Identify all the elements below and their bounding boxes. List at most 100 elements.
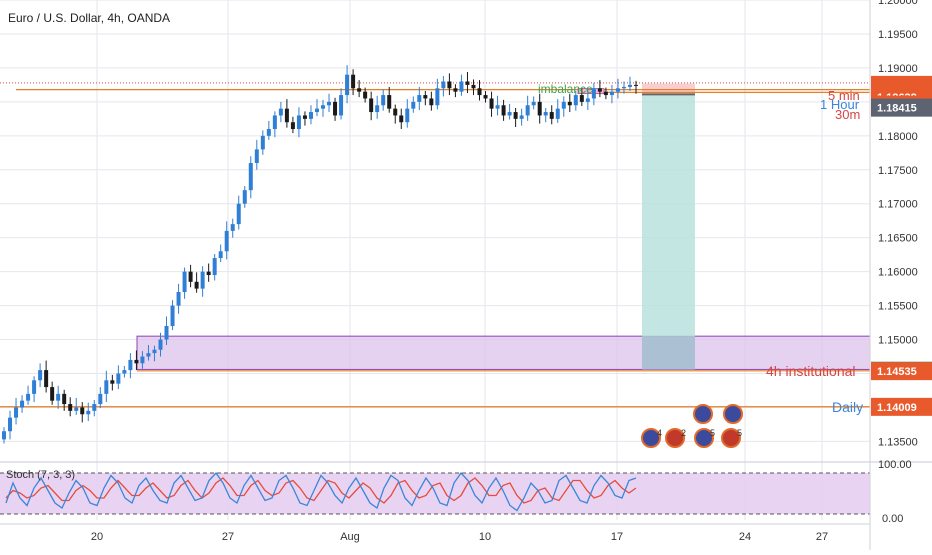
candle-body: [116, 373, 121, 384]
candle-body: [194, 281, 199, 289]
levels: [0, 82, 870, 408]
chart-title: Euro / U.S. Dollar, 4h, OANDA: [8, 11, 170, 25]
candle-body: [122, 370, 127, 374]
price-label-text: 1.14535: [877, 366, 917, 378]
position-stop-area[interactable]: [642, 83, 695, 95]
candle-body: [158, 339, 163, 350]
candle-body: [74, 407, 79, 411]
time-tick-label: 17: [611, 531, 623, 543]
price-tick-label: 1.18000: [878, 131, 918, 143]
candle-body: [375, 105, 380, 113]
candle-body: [56, 393, 61, 401]
price-tick-label: 1.19500: [878, 29, 918, 41]
candle-body: [555, 108, 560, 119]
price-tick-label: 1.15500: [878, 301, 918, 313]
candle-body: [272, 115, 277, 130]
candle-body: [477, 88, 482, 96]
candle-body: [254, 149, 259, 163]
eu-flag-icon[interactable]: [641, 428, 661, 448]
time-tick-label: Aug: [340, 531, 360, 543]
price-tick-label: 1.13500: [878, 436, 918, 448]
price-tick-label: 1.17500: [878, 165, 918, 177]
imbalance-box: [577, 88, 605, 95]
price-label-badge: [871, 98, 932, 117]
us-flag-icon[interactable]: [665, 428, 685, 448]
candle-body: [597, 88, 602, 92]
candle-body: [224, 230, 229, 252]
position-target-area[interactable]: [642, 94, 695, 370]
candle-body: [507, 112, 512, 116]
time-tick-label: 27: [816, 531, 828, 543]
candle-body: [483, 95, 488, 99]
candle-body: [351, 74, 356, 89]
candle-body: [441, 81, 446, 89]
candle-body: [182, 271, 187, 293]
stochastic-panel: [0, 461, 932, 515]
event-icons: 4 2 5 5: [641, 404, 743, 448]
candle-body: [278, 108, 283, 116]
candle-body: [321, 105, 326, 109]
candle-body: [585, 98, 590, 102]
candle-body: [104, 380, 109, 394]
price-tick-label: 1.16500: [878, 233, 918, 245]
candle-body: [471, 84, 476, 89]
candle-body: [513, 112, 518, 119]
candle-body: [308, 112, 313, 119]
candle-body: [453, 88, 458, 92]
candle-body: [345, 74, 350, 96]
candle-body: [236, 203, 241, 225]
candle-body: [296, 115, 301, 130]
candle-body: [110, 380, 115, 384]
candle-body: [435, 88, 440, 106]
candle-body: [363, 91, 368, 99]
candle-body: [20, 400, 25, 408]
candle-body: [266, 129, 271, 136]
time-tick-label: 27: [222, 531, 234, 543]
candle-body: [152, 349, 157, 354]
candle-body: [38, 370, 43, 381]
price-label-badge: [871, 397, 932, 416]
stoch-upper-label: 100.00: [878, 459, 912, 471]
candle-body: [212, 258, 217, 276]
candle-body: [627, 84, 632, 87]
candle-body: [579, 95, 584, 102]
candle-body: [32, 380, 37, 394]
eu-flag-icon[interactable]: [723, 404, 743, 424]
candle-body: [573, 95, 578, 106]
candle-body: [164, 325, 169, 340]
candle-body: [206, 271, 211, 276]
candle-body: [260, 135, 265, 150]
candle-body: [80, 407, 85, 415]
candle-body: [68, 404, 73, 411]
candle-body: [609, 91, 614, 96]
candle-body: [393, 108, 398, 116]
institutional-4h-label: 4h institutional: [766, 363, 856, 379]
daily-label: Daily: [832, 399, 863, 415]
candle-body: [447, 81, 452, 89]
candle-body: [459, 81, 464, 92]
price-tick-label: 1.20000: [878, 0, 918, 7]
candles: [2, 65, 638, 444]
candle-body: [134, 359, 139, 364]
price-tick-label: 1.16000: [878, 267, 918, 279]
us-flag-icon[interactable]: [721, 428, 741, 448]
candle-body: [537, 101, 542, 116]
candle-body: [339, 95, 344, 116]
candle-body: [525, 105, 530, 116]
candle-body: [92, 404, 97, 411]
institutional-zone: [136, 335, 871, 370]
candle-body: [146, 353, 151, 357]
eu-flag-icon[interactable]: [694, 428, 714, 448]
time-tick-label: 24: [739, 531, 751, 543]
candle-body: [62, 393, 67, 405]
candle-body: [327, 101, 332, 106]
eu-flag-icon[interactable]: [693, 404, 713, 424]
time-tick-label: 10: [479, 531, 491, 543]
candle-body: [188, 271, 193, 282]
position-zone-overlap: [642, 336, 695, 370]
candle-body: [218, 251, 223, 259]
stoch-label: Stoch (7, 3, 3): [6, 469, 75, 481]
price-label-text: 1.14009: [877, 402, 917, 414]
